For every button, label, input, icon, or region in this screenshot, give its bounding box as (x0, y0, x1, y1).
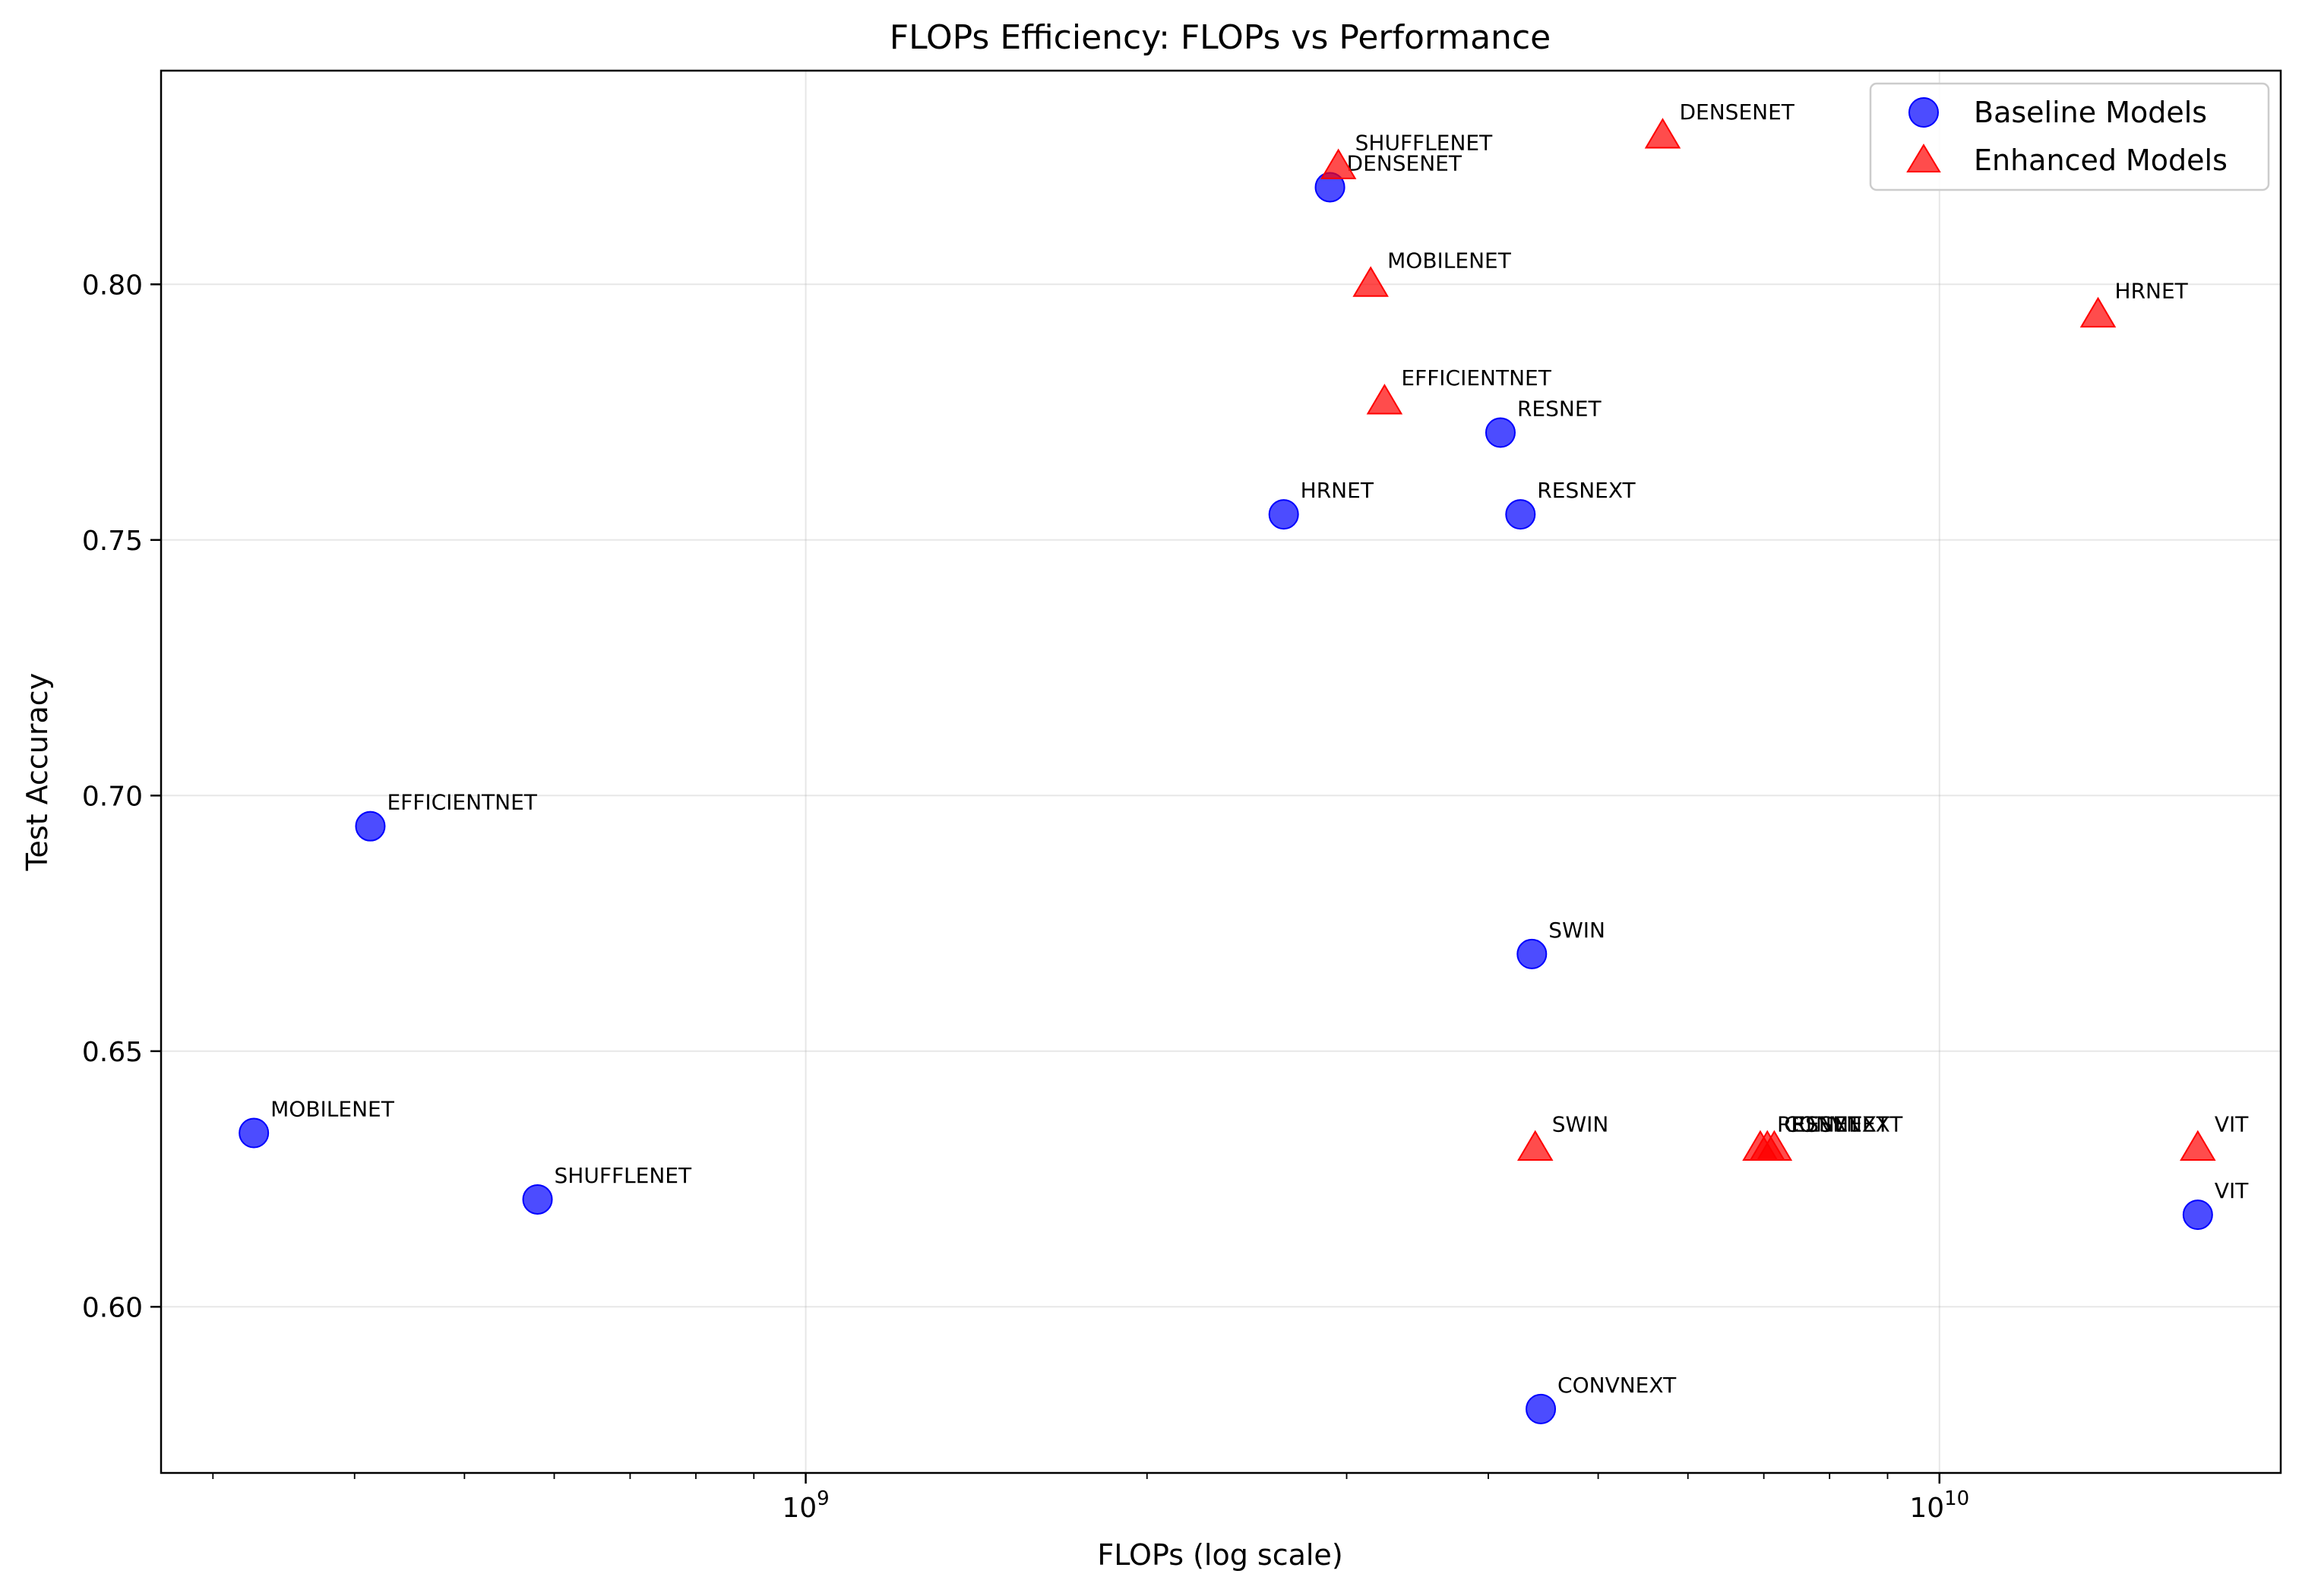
point-label: HRNET (2115, 279, 2189, 304)
grid (161, 71, 2281, 1473)
baseline-point (1268, 499, 1299, 530)
x-axis-label: FLOPs (log scale) (1097, 1538, 1342, 1572)
y-tick-label: 0.70 (82, 781, 143, 812)
point-label: EFFICIENTNET (387, 790, 537, 815)
enhanced-point (1366, 384, 1403, 415)
baseline-point (1516, 938, 1548, 969)
enhanced-point (2180, 1130, 2216, 1161)
point-label: DENSENET (1347, 150, 1462, 175)
baseline-point (1526, 1393, 1557, 1424)
point-label: CONVNEXT (1784, 1112, 1903, 1137)
point-label: DENSENET (1679, 100, 1794, 125)
enhanced-point (1320, 148, 1357, 179)
point-label: SWIN (1548, 918, 1605, 943)
x-tick-label: 1010 (1909, 1487, 1969, 1524)
enhanced-point (1516, 1130, 1554, 1161)
point-label: MOBILENET (1387, 248, 1512, 273)
enhanced-point (2079, 296, 2117, 328)
x-tick-label: 109 (782, 1487, 829, 1524)
axis-ticks: 0.60 0.65 0.70 0.75 0.80 109 1010 (82, 270, 1969, 1524)
point-label: SHUFFLENET (1355, 131, 1493, 156)
baseline-point (355, 811, 386, 842)
legend-baseline-marker (1908, 97, 1939, 128)
point-label: VIT (2215, 1178, 2249, 1203)
point-label: HRNET (1301, 478, 1374, 503)
point-label: SHUFFLENET (555, 1163, 692, 1188)
point-label: CONVNEXT (1557, 1373, 1677, 1398)
point-label: RESNET (1517, 396, 1602, 421)
baseline-point (1505, 499, 1536, 530)
chart-title: FLOPs Efficiency: FLOPs vs Performance (890, 18, 1551, 57)
data-points: DENSENET RESNET HRNET RESNEXT EFFICIENTNET SW… (239, 100, 2249, 1424)
baseline-point (239, 1117, 270, 1149)
point-label: MOBILENET (270, 1096, 395, 1121)
point-label: RESNEXT (1791, 1112, 1889, 1137)
point-label: SWIN (1552, 1112, 1609, 1137)
enhanced-point (1644, 118, 1681, 149)
y-axis-label: Test Accuracy (21, 673, 54, 871)
plot-frame (160, 69, 2282, 1474)
point-label: VIT (2215, 1112, 2249, 1137)
legend-enhanced-marker (1906, 144, 1941, 172)
point-label: RESNET (1777, 1112, 1862, 1137)
legend-enhanced-label: Enhanced Models (1974, 144, 2228, 177)
point-label: RESNEXT (1537, 478, 1636, 503)
baseline-point (522, 1184, 553, 1215)
y-tick-label: 0.60 (82, 1292, 143, 1323)
y-tick-label: 0.75 (82, 526, 143, 557)
enhanced-point (1756, 1130, 1793, 1161)
y-tick-label: 0.80 (82, 270, 143, 301)
baseline-point (2182, 1199, 2213, 1231)
legend-box (1869, 82, 2270, 191)
y-tick-label: 0.65 (82, 1037, 143, 1068)
baseline-point (1485, 417, 1516, 448)
point-label: EFFICIENTNET (1401, 365, 1551, 390)
legend-baseline-label: Baseline Models (1974, 96, 2207, 129)
legend: Baseline Models Enhanced Models (1869, 82, 2270, 191)
enhanced-point (1352, 266, 1389, 297)
